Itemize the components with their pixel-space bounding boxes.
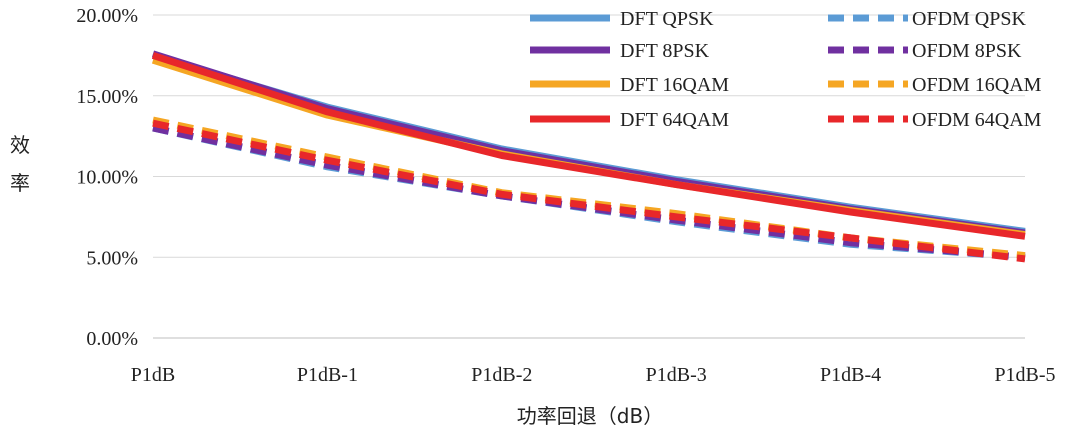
series-line-dft-64qam xyxy=(151,52,1026,240)
legend-label-ofdm-64qam: OFDM 64QAM xyxy=(912,109,1042,131)
legend-label-ofdm-8psk: OFDM 8PSK xyxy=(912,40,1022,62)
x-axis-title: 功率回退（dB） xyxy=(517,404,663,428)
series-line-ofdm-64qam xyxy=(152,119,1026,263)
x-tick-label: P1dB-1 xyxy=(297,364,358,386)
x-tick-label: P1dB-3 xyxy=(646,364,707,386)
legend-label-dft-64qam: DFT 64QAM xyxy=(620,109,729,131)
x-tick-label: P1dB-2 xyxy=(471,364,532,386)
x-tick-label: P1dB xyxy=(131,364,175,386)
gridlines xyxy=(153,14,1025,339)
x-tick-label: P1dB-5 xyxy=(994,364,1055,386)
legend-label-dft-qpsk: DFT QPSK xyxy=(620,8,714,30)
x-axis-tick-labels: P1dB P1dB-1 P1dB-2 P1dB-3 P1dB-4 P1dB-5 xyxy=(131,364,1056,386)
y-tick-label: 5.00% xyxy=(86,247,138,269)
y-axis-title-char-1: 效 xyxy=(10,133,30,157)
y-tick-label: 15.00% xyxy=(76,86,138,108)
series-lines xyxy=(151,50,1026,263)
y-axis-title-char-2: 率 xyxy=(10,171,30,195)
y-tick-label: 20.00% xyxy=(76,5,138,27)
series-line-ofdm-8psk xyxy=(152,124,1026,261)
legend-label-ofdm-qpsk: OFDM QPSK xyxy=(912,8,1026,30)
legend-label-dft-16qam: DFT 16QAM xyxy=(620,74,729,96)
y-tick-label: 0.00% xyxy=(86,328,138,350)
y-axis-tick-labels: 0.00% 5.00% 10.00% 15.00% 20.00% xyxy=(76,5,138,350)
legend-label-ofdm-16qam: OFDM 16QAM xyxy=(912,74,1042,96)
y-tick-label: 10.00% xyxy=(76,167,138,189)
legend: DFT QPSK OFDM QPSK DFT 8PSK OFDM 8PSK DFT 16… xyxy=(530,8,1042,131)
x-tick-label: P1dB-4 xyxy=(820,364,881,386)
series-line-ofdm-16qam xyxy=(152,116,1026,260)
legend-label-dft-8psk: DFT 8PSK xyxy=(620,40,710,62)
